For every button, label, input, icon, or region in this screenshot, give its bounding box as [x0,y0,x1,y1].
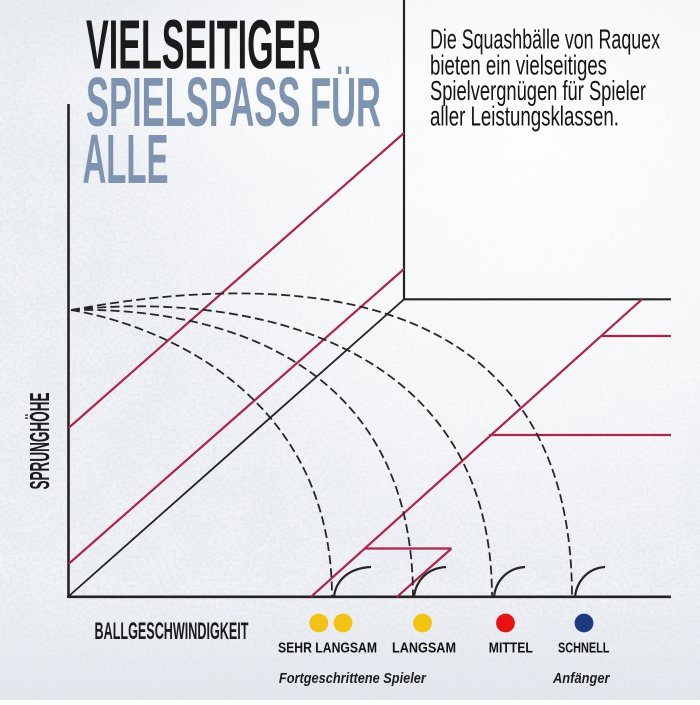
svg-text:LANGSAM: LANGSAM [392,641,456,657]
svg-text:SEHR LANGSAM: SEHR LANGSAM [278,641,377,657]
svg-text:Die Squashbälle von Raquex: Die Squashbälle von Raquex [430,24,660,55]
svg-text:ALLE: ALLE [83,120,169,198]
svg-text:MITTEL: MITTEL [489,641,533,657]
svg-text:bieten ein vielseitiges: bieten ein vielseitiges [430,49,607,80]
svg-text:SPRUNGHÖHE: SPRUNGHÖHE [24,393,55,490]
svg-text:Anfänger: Anfänger [552,670,610,687]
svg-text:Spielvergnügen für Spieler: Spielvergnügen für Spieler [430,75,646,106]
svg-text:SCHNELL: SCHNELL [558,641,610,657]
svg-text:Fortgeschrittene Spieler: Fortgeschrittene Spieler [279,670,427,687]
svg-text:aller Leistungsklassen.: aller Leistungsklassen. [430,101,619,132]
svg-text:SPIELSPASS FÜR: SPIELSPASS FÜR [86,63,381,141]
svg-text:BALLGESCHWINDIGKEIT: BALLGESCHWINDIGKEIT [95,618,249,645]
svg-text:VIELSEITIGER: VIELSEITIGER [86,6,321,84]
